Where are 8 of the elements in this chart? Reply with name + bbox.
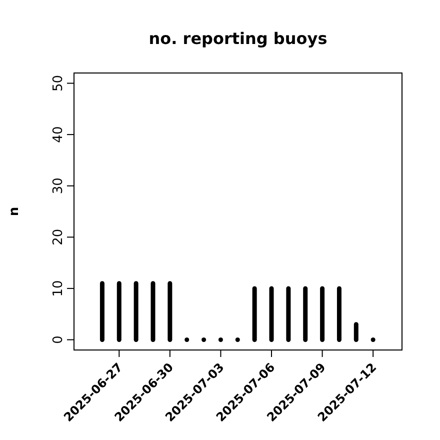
y-tick-label: 50 (51, 74, 66, 92)
chart-title: no. reporting buoys (148, 29, 328, 48)
y-tick-label: 20 (51, 228, 66, 246)
y-axis-title: n (7, 206, 22, 216)
y-tick-label: 10 (51, 280, 66, 297)
y-tick-label: 0 (51, 336, 66, 344)
y-tick-label: 30 (51, 178, 66, 194)
y-tick-label: 40 (51, 126, 66, 143)
